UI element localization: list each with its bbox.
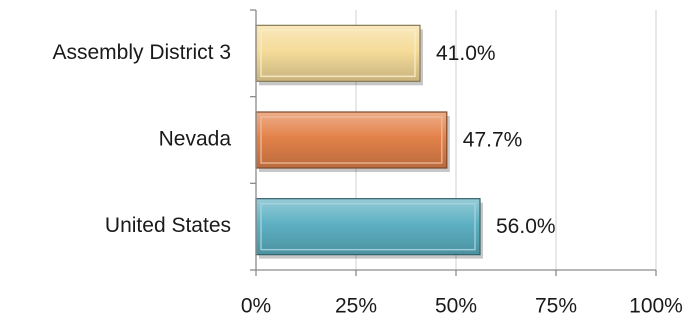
data-label: 56.0% [496, 215, 556, 238]
labels: Assembly District 3 41.0% Nevada 47.7% Unite… [52, 41, 682, 318]
x-tick-label: 0% [241, 295, 271, 318]
data-label: 41.0% [436, 42, 496, 65]
bar [255, 24, 421, 82]
x-tick-label: 50% [435, 295, 477, 318]
bar [255, 111, 448, 169]
x-tick-label: 100% [629, 295, 683, 318]
axes [250, 9, 657, 276]
bar-bevel [260, 202, 476, 251]
category-label: Nevada [159, 128, 232, 151]
bar-bevel [260, 116, 443, 164]
category-label: Assembly District 3 [52, 41, 231, 64]
bar [255, 198, 481, 256]
x-tick-label: 75% [535, 295, 577, 318]
bar-bevel [260, 29, 416, 78]
bars [255, 24, 483, 259]
category-label: United States [105, 214, 231, 237]
x-tick-label: 25% [335, 295, 377, 318]
data-label: 47.7% [463, 129, 523, 152]
